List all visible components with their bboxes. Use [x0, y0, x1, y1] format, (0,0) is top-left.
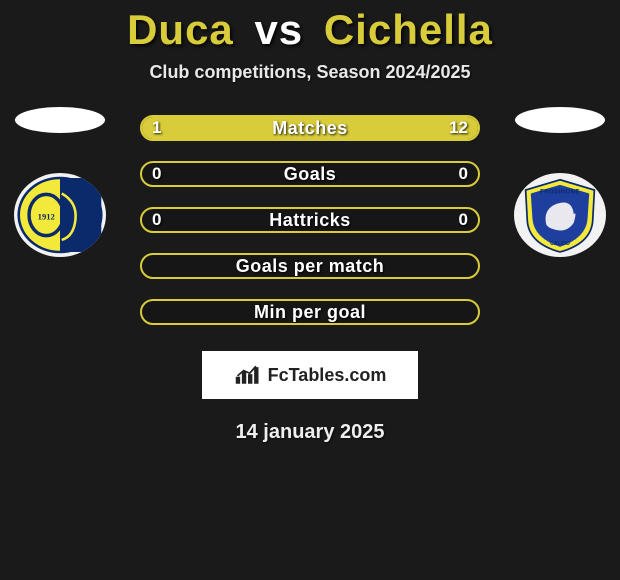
stat-row: 112Matches — [140, 115, 480, 141]
date-text: 14 january 2025 — [0, 421, 620, 444]
player1-name: Duca — [127, 6, 234, 53]
player2-name: Cichella — [324, 6, 493, 53]
right-crest-slot: FROSINONE CALCIO — [500, 107, 620, 257]
brand-text: FcTables.com — [268, 365, 387, 386]
player-shadow-ellipse — [15, 107, 105, 133]
stat-label: Min per goal — [142, 301, 478, 323]
left-crest-slot: 1912 — [0, 107, 120, 257]
brand-watermark: FcTables.com — [202, 351, 418, 399]
stat-label: Hattricks — [142, 209, 478, 231]
stat-row: 00Hattricks — [140, 207, 480, 233]
svg-text:CALCIO: CALCIO — [550, 241, 570, 247]
stat-label: Goals — [142, 163, 478, 185]
comparison-stage: 1912 FROSINONE CALCIO 112Matches 00Goals 0… — [0, 115, 620, 325]
stat-rows: 112Matches 00Goals 00Hattricks Goals per ma… — [140, 115, 480, 325]
stat-row: 00Goals — [140, 161, 480, 187]
player-shadow-ellipse — [515, 107, 605, 133]
stat-label: Matches — [142, 117, 478, 139]
left-club-crest-icon: 1912 — [14, 173, 106, 257]
subtitle: Club competitions, Season 2024/2025 — [0, 62, 620, 83]
stat-row: Min per goal — [140, 299, 480, 325]
svg-text:1912: 1912 — [38, 211, 55, 221]
vs-separator: vs — [254, 6, 303, 53]
stat-row: Goals per match — [140, 253, 480, 279]
bar-chart-icon — [234, 364, 262, 386]
comparison-title: Duca vs Cichella — [0, 0, 620, 54]
stat-label: Goals per match — [142, 255, 478, 277]
right-club-crest-icon: FROSINONE CALCIO — [514, 173, 606, 257]
svg-text:FROSINONE: FROSINONE — [540, 190, 580, 196]
